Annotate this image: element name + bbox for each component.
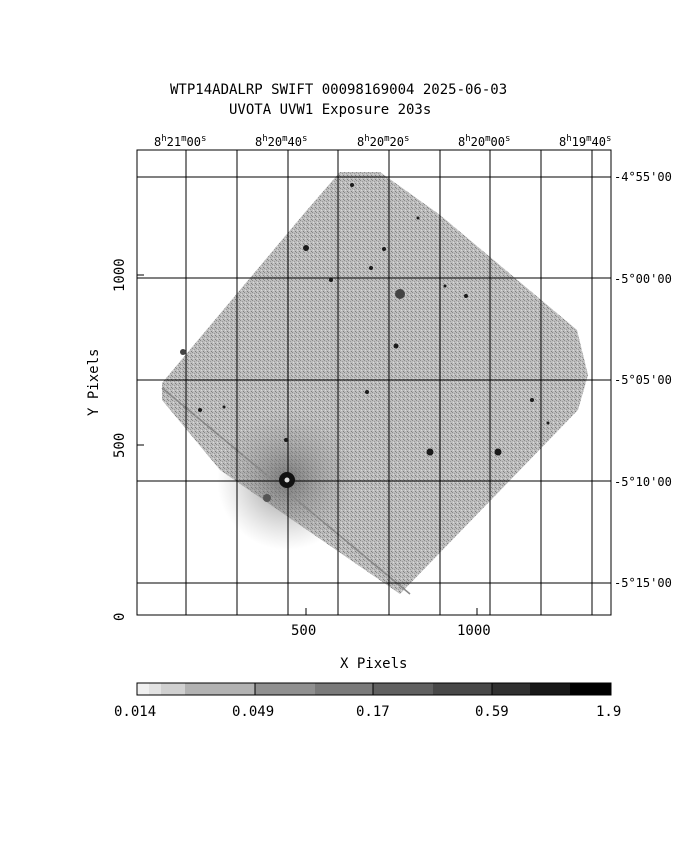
y-tick-label: 0	[112, 612, 128, 621]
dec-tick-label: -5°15'00	[614, 576, 672, 590]
y-axis-label: Y Pixels	[86, 348, 102, 416]
ra-tick-label: 8h20m00s	[458, 134, 511, 149]
colorbar	[136, 682, 612, 696]
plot-frame	[136, 149, 612, 616]
colorbar-tick-label: 1.9	[596, 704, 622, 720]
ra-tick-label: 8h19m40s	[559, 134, 612, 149]
y-tick-label: 500	[112, 432, 128, 458]
dec-tick-label: -4°55'00	[614, 170, 672, 184]
x-tick-label: 500	[291, 623, 317, 639]
exposure-footprint	[162, 172, 588, 594]
title-line-1: WTP14ADALRP SWIFT 00098169004 2025-06-03	[170, 82, 508, 98]
detector-edge	[161, 387, 411, 595]
point-sources	[180, 183, 550, 502]
coordinate-grid	[137, 150, 611, 615]
colorbar-tick-label: 0.17	[356, 704, 390, 720]
x-tick-label: 1000	[457, 623, 491, 639]
ra-tick-label: 8h20m20s	[357, 134, 410, 149]
pixel-axis-ticks	[137, 274, 478, 616]
colorbar-tick-label: 0.59	[475, 704, 509, 720]
exposure-map	[161, 172, 588, 595]
dec-tick-label: -5°05'00	[614, 373, 672, 387]
colorbar-tick-label: 0.049	[232, 704, 275, 720]
x-axis-label: X Pixels	[340, 656, 408, 672]
dec-tick-label: -5°10'00	[614, 475, 672, 489]
title-line-2: UVOTA UVW1 Exposure 203s	[229, 102, 432, 118]
y-tick-label: 1000	[112, 258, 128, 292]
ra-tick-label: 8h21m00s	[154, 134, 207, 149]
dec-tick-label: -5°00'00	[614, 272, 672, 286]
colorbar-tick-label: 0.014	[114, 704, 157, 720]
ra-tick-label: 8h20m40s	[255, 134, 308, 149]
